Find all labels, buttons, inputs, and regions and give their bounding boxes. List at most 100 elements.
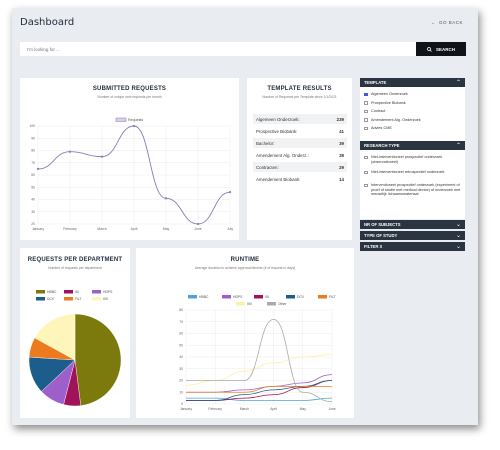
template-row: Amendement Biobank: 14 <box>253 174 347 184</box>
template-row: Prospective Biobank: 41 <box>253 126 347 136</box>
template-row: Contracten: 29 <box>253 162 347 172</box>
data-point <box>36 167 40 170</box>
checkbox[interactable] <box>364 101 368 105</box>
runtime-chart: HBBC HDPS IIII DCV FILT IIIII Other 0 10 20 30 40 50… <box>179 295 336 411</box>
template-row-label: Contracten: <box>256 164 279 170</box>
legend-label: IIIII <box>247 302 252 306</box>
y-tick-label: 70 <box>179 320 183 324</box>
x-tick-label: April <box>131 227 138 231</box>
y-tick-label: 70 <box>31 161 35 165</box>
data-point <box>132 124 136 128</box>
x-tick-label: March <box>97 227 107 231</box>
data-point <box>228 191 232 194</box>
panel-header-research-type[interactable]: RESEARCH TYPE ⌃ <box>360 141 465 150</box>
option-label: Algemeen Onderzoek <box>371 92 408 96</box>
template-row: Amendement Alg. Onderz.: 38 <box>253 150 347 160</box>
chevron-down-icon: ⌄ <box>455 222 461 228</box>
department-title: REQUESTS PER DEPARTMENT <box>27 257 123 263</box>
data-point <box>164 197 168 200</box>
x-tick-label: June <box>328 407 335 411</box>
checkbox[interactable] <box>364 109 368 114</box>
search-icon <box>427 46 432 52</box>
legend-swatch <box>92 290 101 294</box>
y-tick-label: 60 <box>179 332 183 336</box>
template-row-value: 29 <box>339 164 344 170</box>
template-row-value: 39 <box>339 140 344 146</box>
y-tick-label: 50 <box>31 185 35 189</box>
search-input[interactable] <box>20 42 416 56</box>
y-tick-label: 80 <box>179 308 183 312</box>
x-tick-label: June <box>194 227 201 231</box>
y-tick-label: 50 <box>179 343 183 347</box>
legend-label: HDPS <box>233 295 243 299</box>
y-tick-label: 40 <box>179 355 183 359</box>
x-tick-label: January <box>180 407 192 411</box>
legend-label: DCV <box>47 297 55 301</box>
y-tick-label: 40 <box>31 198 35 202</box>
department-subtitle: Number of requests per department <box>48 266 102 270</box>
legend-swatch <box>36 290 45 294</box>
research-type-option[interactable]: Niet-interventioneel retrospectief onder… <box>364 170 462 175</box>
legend-label: HDPS <box>103 290 113 294</box>
legend-swatch <box>115 117 127 122</box>
checkbox[interactable] <box>364 170 368 175</box>
panel-header-type-of-study[interactable]: TYPE OF STUDY ⌄ <box>360 231 465 240</box>
template-option[interactable]: Amendement Alg. Onderzoek <box>364 118 462 123</box>
legend-swatch <box>222 295 231 299</box>
x-tick-label: March <box>240 407 250 411</box>
checkbox[interactable] <box>364 183 368 188</box>
checkbox[interactable] <box>364 126 368 131</box>
template-row-label: Algemeen Onderzoek: <box>256 116 300 122</box>
y-tick-label: 20 <box>31 222 35 226</box>
submitted-requests-subtitle: Number of unique new requests per month <box>97 95 162 99</box>
option-label: Interventioneel prospectief onderzoek (e… <box>371 183 461 197</box>
x-tick-label: February <box>208 407 222 411</box>
series-line <box>186 385 333 393</box>
legend-label: FILT <box>75 297 82 301</box>
legend-label: IIII <box>75 290 79 294</box>
template-options: Algemeen Onderzoek Prospective Biobank Con… <box>360 87 465 141</box>
template-option[interactable]: Contract <box>364 109 462 114</box>
option-label: Niet-interventioneel prospectief onderzo… <box>371 155 443 164</box>
x-tick-label: July <box>227 227 233 231</box>
legend-swatch <box>188 295 197 299</box>
go-back-link[interactable]: ← GO BACK <box>431 20 466 25</box>
legend-swatch <box>254 295 263 299</box>
template-results-subtitle: Number of Requests per Template since 1/… <box>262 95 337 99</box>
runtime-card: RUNTIME Average duration to achieve appr… <box>136 248 354 418</box>
y-tick-label: 60 <box>31 173 35 177</box>
template-option[interactable]: Advies CME <box>364 126 462 131</box>
series-line <box>186 380 333 401</box>
template-option[interactable]: Prospective Biobank <box>364 101 462 106</box>
legend-label: HBBC <box>199 295 209 299</box>
research-type-option[interactable]: Niet-interventioneel prospectief onderzo… <box>364 155 462 164</box>
legend-label: IIII <box>265 295 269 299</box>
search-button[interactable]: SEARCH <box>416 42 466 56</box>
chevron-up-icon: ⌃ <box>455 143 461 149</box>
template-row: Algemeen Onderzoek: 239 <box>253 114 347 124</box>
panel-header-template[interactable]: TEMPLATE ⌃ <box>360 78 465 87</box>
panel-title-research-type: RESEARCH TYPE <box>364 143 400 148</box>
template-row-label: Prospective Biobank: <box>256 128 298 134</box>
x-tick-label: January <box>32 227 44 231</box>
template-option[interactable]: Algemeen Onderzoek <box>364 92 462 97</box>
chevron-down-icon: ⌄ <box>455 244 461 250</box>
chevron-up-icon: ⌃ <box>455 80 461 86</box>
pie-slice <box>34 313 76 361</box>
legend-swatch <box>36 297 45 301</box>
research-type-option[interactable]: Interventioneel prospectief onderzoek (e… <box>364 183 462 197</box>
series-line <box>186 380 333 401</box>
checkbox[interactable] <box>364 118 368 122</box>
header: Dashboard ← GO BACK <box>12 8 478 38</box>
go-back-label: GO BACK <box>438 20 463 25</box>
checkbox[interactable] <box>364 155 368 160</box>
panel-title-type-of-study: TYPE OF STUDY <box>364 233 398 238</box>
template-row-label: Amendement Biobank: <box>256 176 301 182</box>
template-row-label: Bachelor: <box>256 140 275 146</box>
panel-header-nr-subjects[interactable]: NR OF SUBJECTS ⌄ <box>360 220 465 229</box>
checkbox[interactable] <box>364 92 368 97</box>
panel-header-filter-x[interactable]: FILTER X ⌄ <box>360 242 465 251</box>
panel-title-nr-subjects: NR OF SUBJECTS <box>364 222 401 227</box>
department-card: REQUESTS PER DEPARTMENT Number of reques… <box>20 248 130 418</box>
y-tick-label: 30 <box>179 367 183 371</box>
